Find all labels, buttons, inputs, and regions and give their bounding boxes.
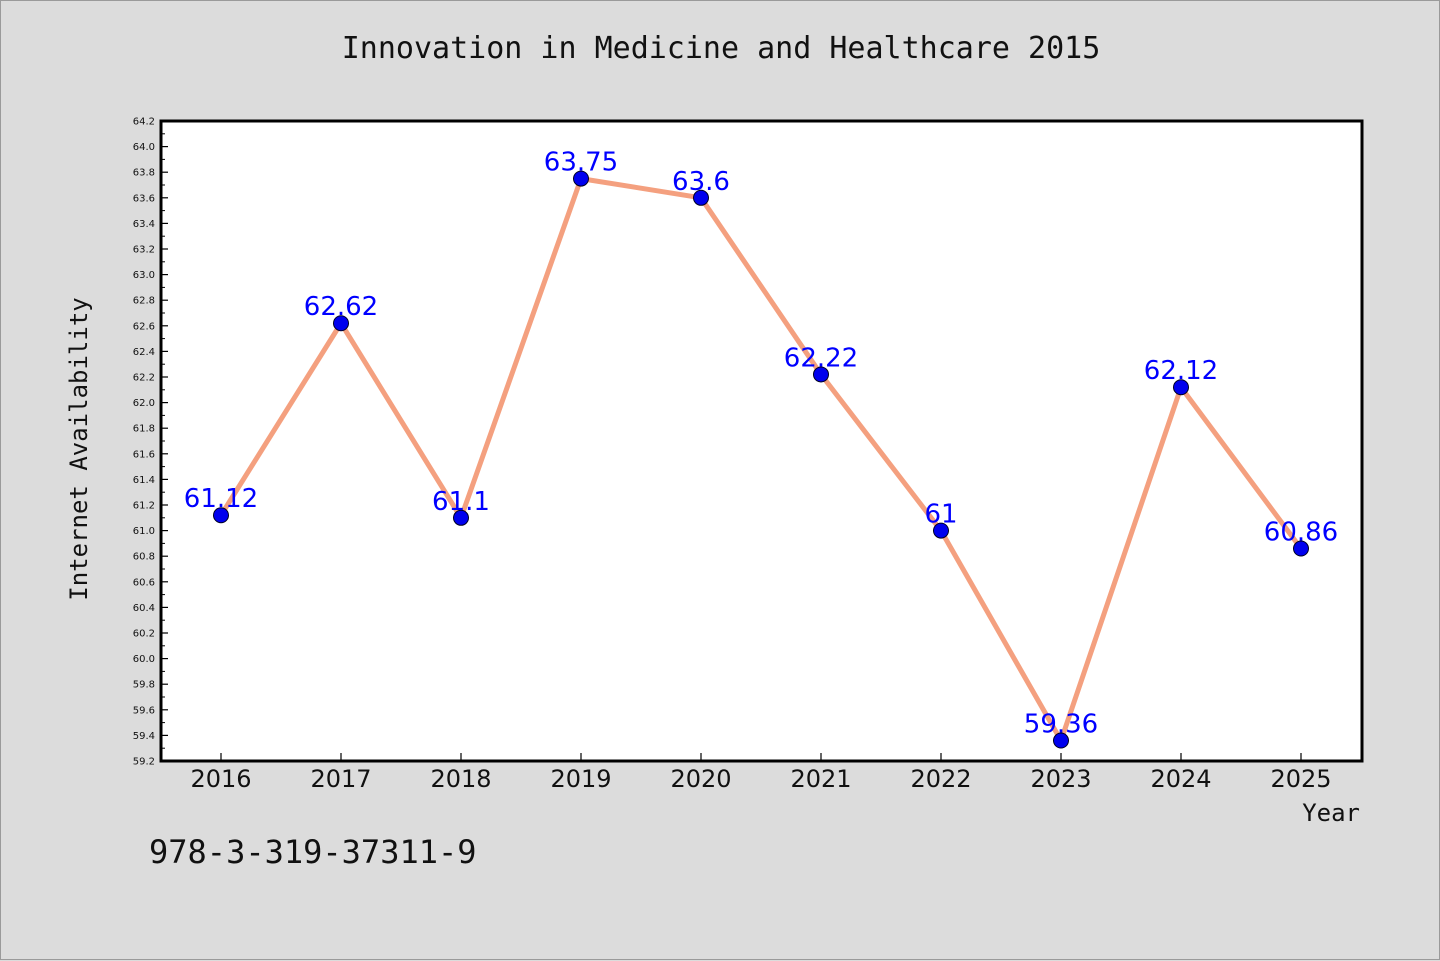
y-tick-label: 62.6 [133, 321, 155, 332]
data-point [693, 189, 709, 206]
data-point [213, 507, 229, 524]
x-tick-label: 2022 [910, 765, 971, 793]
y-tick-label: 62.8 [133, 296, 155, 307]
y-tick-label: 59.6 [133, 705, 155, 716]
data-label: 62.12 [1144, 356, 1218, 386]
y-tick-label: 60.6 [133, 577, 155, 588]
y-tick-label: 60.0 [133, 654, 155, 665]
data-label: 63.6 [672, 167, 730, 197]
y-tick-label: 63.8 [133, 168, 155, 179]
x-tick-label: 2025 [1270, 765, 1331, 793]
x-tick-label: 2017 [310, 765, 371, 793]
y-tick-label: 61.0 [133, 526, 155, 537]
data-label: 62.22 [784, 343, 858, 373]
y-tick-label: 61.4 [133, 475, 155, 486]
data-point [813, 366, 829, 383]
y-tick-label: 63.6 [133, 193, 155, 204]
y-tick-label: 64.0 [133, 142, 155, 153]
y-tick-label: 63.2 [133, 245, 155, 256]
data-point [933, 522, 949, 539]
data-label: 61.12 [184, 484, 258, 514]
plot-area [159, 119, 1364, 763]
y-tick-label: 64.2 [133, 117, 155, 128]
x-tick-label: 2024 [1150, 765, 1211, 793]
y-tick-label: 62.2 [133, 373, 155, 384]
data-label: 60.86 [1264, 518, 1338, 548]
series-line [218, 176, 1304, 744]
data-point [573, 170, 589, 187]
data-label: 61.1 [432, 487, 490, 517]
y-tick-label: 61.6 [133, 449, 155, 460]
y-tick-label: 59.4 [133, 731, 155, 742]
data-point [333, 315, 349, 332]
y-tick-label: 59.8 [133, 680, 155, 691]
y-axis-label: Internet Availability [65, 297, 93, 600]
chart-title: Innovation in Medicine and Healthcare 20… [341, 31, 1101, 66]
data-point [1293, 540, 1309, 557]
data-point [1173, 379, 1189, 396]
x-axis: 2016 2017 2018 2019 2020 2021 2022 2023 2024 2025 [190, 753, 1332, 793]
data-label: 59.36 [1024, 710, 1098, 740]
y-tick-label: 60.4 [133, 603, 155, 614]
x-tick-label: 2023 [1030, 765, 1091, 793]
x-tick-label: 2016 [190, 765, 251, 793]
data-label: 62.62 [304, 292, 378, 322]
y-tick-label: 63.0 [133, 270, 155, 281]
data-label: 61 [924, 500, 957, 530]
y-tick-label: 59.2 [133, 757, 155, 768]
x-tick-label: 2020 [670, 765, 731, 793]
series-layer: 61.12 62.62 61.1 63.75 63.6 62.22 61 59.36 62.12… [184, 148, 1338, 749]
y-tick-label: 61.8 [133, 424, 155, 435]
y-axis: 59.2 59.4 59.6 59.8 60.0 60.2 60.4 60.6 60.8 61.0… [133, 117, 168, 768]
data-point [1053, 732, 1069, 749]
x-tick-label: 2018 [430, 765, 491, 793]
y-tick-label: 61.2 [133, 501, 155, 512]
y-tick-label: 62.4 [133, 347, 155, 358]
y-tick-label: 62.0 [133, 398, 155, 409]
y-tick-label: 63.4 [133, 219, 155, 230]
isbn-footer: 978-3-319-37311-9 [149, 833, 477, 871]
y-tick-label: 60.2 [133, 629, 155, 640]
x-axis-label: Year [1302, 799, 1360, 827]
x-tick-label: 2021 [790, 765, 851, 793]
x-tick-label: 2019 [550, 765, 611, 793]
data-label: 63.75 [544, 148, 618, 178]
y-tick-label: 60.8 [133, 552, 155, 563]
data-point [453, 509, 469, 526]
